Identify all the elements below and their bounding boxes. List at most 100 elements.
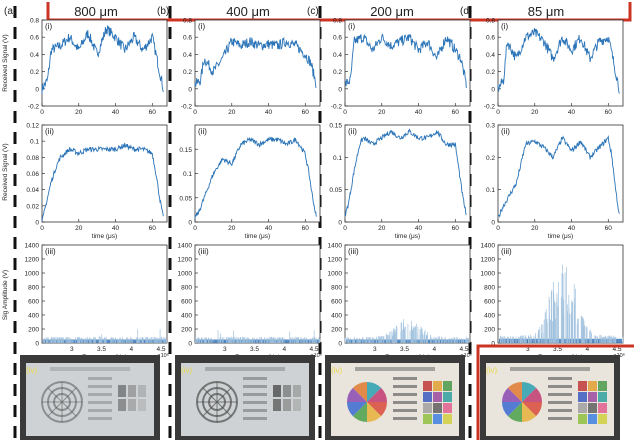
color-swatch bbox=[578, 403, 587, 413]
chart-panel-b-i bbox=[194, 19, 321, 107]
axes-frame bbox=[344, 124, 471, 223]
color-swatch bbox=[443, 392, 452, 402]
captured-image-photo bbox=[480, 355, 620, 440]
x-tick-label: 40 bbox=[112, 109, 120, 116]
captured-image-photo bbox=[325, 355, 465, 440]
x-tick-label: 4 bbox=[432, 346, 436, 353]
x-tick-label: 60 bbox=[452, 225, 460, 232]
y-tick-label: 0.02 bbox=[26, 203, 39, 210]
y-tick-label: 0.1 bbox=[30, 139, 39, 146]
x-tick-label: 3 bbox=[70, 346, 74, 353]
panel-letter: (b) bbox=[157, 6, 169, 17]
gray-swatch bbox=[273, 399, 281, 411]
y-axis-label: Sig Amplitude (V) bbox=[2, 270, 9, 320]
y-tick-label: 1200 bbox=[178, 257, 193, 264]
color-swatch bbox=[598, 403, 607, 413]
gray-swatch bbox=[283, 399, 291, 411]
y-tick-label: 0.4 bbox=[30, 52, 39, 59]
x-tick-label: 4.5 bbox=[310, 346, 319, 353]
y-tick-label: 0.2 bbox=[333, 69, 342, 76]
color-wheel-segment bbox=[522, 387, 542, 402]
y-tick-label: -0.2 bbox=[181, 104, 193, 111]
x-tick-label: 20 bbox=[531, 109, 539, 116]
chart-text-bar bbox=[393, 417, 417, 420]
panel-letter: (a) bbox=[4, 6, 16, 17]
y-tick-label: 0.08 bbox=[26, 155, 39, 162]
x-tick-label: 40 bbox=[568, 109, 576, 116]
color-swatch bbox=[443, 403, 452, 413]
signal-trace bbox=[194, 36, 317, 89]
y-tick-label: 0.8 bbox=[486, 18, 495, 25]
signal-trace bbox=[41, 142, 164, 222]
y-tick-label: 0.4 bbox=[486, 52, 495, 59]
x-tick-label: 0 bbox=[193, 109, 197, 116]
y-tick-label: 0 bbox=[338, 86, 342, 93]
color-wheel-segment bbox=[367, 402, 387, 417]
chart-text-bar bbox=[243, 385, 267, 388]
x-tick-label: 60 bbox=[149, 109, 157, 116]
chart-text-bar bbox=[88, 401, 112, 404]
chart-text-bar bbox=[548, 409, 572, 412]
y-tick-label: 0.2 bbox=[486, 155, 495, 162]
x-tick-label: 3 bbox=[373, 346, 377, 353]
chart-text-bar bbox=[393, 377, 417, 380]
x-tick-label: 60 bbox=[302, 225, 310, 232]
x-tick-label: 4.5 bbox=[157, 346, 166, 353]
row-label: (iii) bbox=[45, 247, 56, 256]
y-tick-label: 0 bbox=[491, 341, 495, 348]
chart-panel-c-iii bbox=[344, 244, 471, 344]
chart-text-bar bbox=[243, 377, 267, 380]
x-tick-label: 3 bbox=[526, 346, 530, 353]
y-tick-label: 0.6 bbox=[183, 35, 192, 42]
chart-panel-b-ii bbox=[194, 124, 321, 223]
x-tick-label: 40 bbox=[568, 225, 576, 232]
color-wheel-segment bbox=[352, 382, 367, 402]
axes-frame bbox=[194, 19, 321, 107]
chart-text-bar bbox=[393, 393, 417, 396]
color-swatch bbox=[598, 381, 607, 391]
y-tick-label: 0 bbox=[35, 220, 39, 227]
gray-swatch bbox=[293, 399, 301, 411]
chart-text-bar bbox=[548, 377, 572, 380]
color-swatch bbox=[443, 414, 452, 424]
chart-text-bar bbox=[88, 385, 112, 388]
y-tick-label: 1200 bbox=[481, 257, 496, 264]
y-tick-label: 400 bbox=[181, 313, 192, 320]
x-tick-label: 60 bbox=[302, 109, 310, 116]
color-swatch bbox=[423, 392, 432, 402]
chart-text-bar bbox=[548, 393, 572, 396]
row-label: (i) bbox=[198, 22, 205, 31]
x-tick-label: 60 bbox=[605, 225, 613, 232]
y-tick-label: 600 bbox=[181, 299, 192, 306]
x-tick-label: 0 bbox=[496, 109, 500, 116]
y-tick-label: 0.2 bbox=[183, 69, 192, 76]
gray-swatch bbox=[128, 399, 136, 411]
y-tick-label: 0.8 bbox=[183, 18, 192, 25]
gray-swatch bbox=[293, 385, 301, 397]
chart-text-bar bbox=[243, 393, 267, 396]
x-tick-label: 4.5 bbox=[613, 346, 622, 353]
color-swatch bbox=[578, 381, 587, 391]
y-tick-label: 200 bbox=[484, 327, 495, 334]
x-tick-label: 3 bbox=[223, 346, 227, 353]
x-tick-label: 40 bbox=[415, 225, 423, 232]
color-swatch bbox=[423, 403, 432, 413]
time-axis-label: time (μs) bbox=[395, 233, 420, 240]
red-frame bbox=[476, 344, 634, 440]
chart-panel-a-iii bbox=[41, 244, 168, 344]
x-tick-label: 40 bbox=[415, 109, 423, 116]
y-axis-label: Received Signal (V) bbox=[2, 34, 9, 91]
picture-label: (iv) bbox=[486, 366, 497, 375]
y-tick-label: 0 bbox=[491, 86, 495, 93]
color-swatch bbox=[433, 403, 442, 413]
time-axis-label: time (μs) bbox=[245, 233, 270, 240]
x-tick-label: 4 bbox=[282, 346, 286, 353]
x-tick-label: 3.5 bbox=[400, 346, 409, 353]
y-tick-label: 800 bbox=[331, 285, 342, 292]
x-tick-label: 4 bbox=[129, 346, 133, 353]
color-wheel-segment bbox=[367, 387, 387, 402]
y-tick-label: 0.6 bbox=[486, 35, 495, 42]
chart-text-bar bbox=[548, 417, 572, 420]
y-tick-label: 400 bbox=[28, 313, 39, 320]
x-tick-label: 20 bbox=[378, 109, 386, 116]
